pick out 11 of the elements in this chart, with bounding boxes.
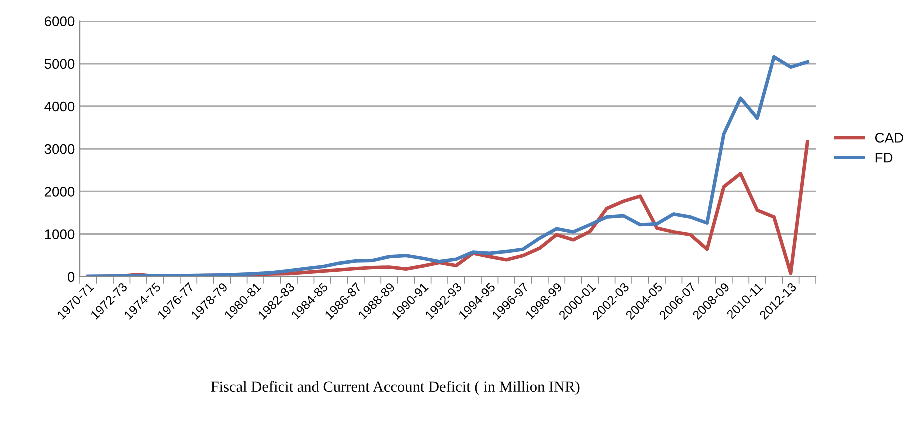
y-tick-label: 0 (68, 272, 75, 282)
text: Fiscal Deficit and Current Account Deficit ( in Million INR) (211, 381, 580, 396)
y-tick-label: 5000 (44, 59, 75, 70)
y-tick-label: 4000 (44, 102, 75, 112)
y-tick-label: 3000 (44, 144, 75, 154)
y-tick-label: 6000 (44, 16, 75, 26)
line-series (86, 55, 810, 277)
legend-label: FD (876, 153, 893, 163)
legend-label: CAD (875, 133, 904, 143)
y-tick-label: 1000 (45, 230, 75, 240)
y-tick-label: 2000 (44, 187, 75, 197)
